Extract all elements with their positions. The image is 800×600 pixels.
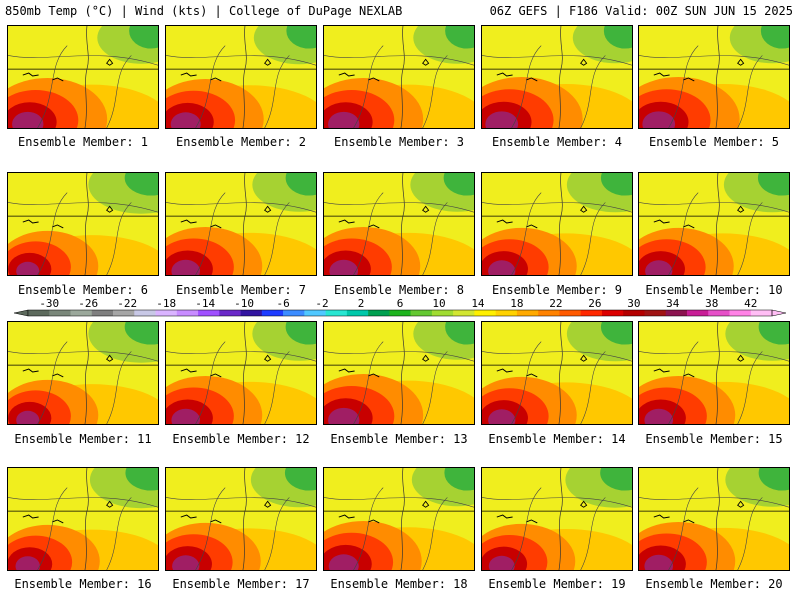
- colorbar-segment: [644, 310, 667, 316]
- colorbar-segment: [304, 310, 326, 316]
- colorbar-segment: [91, 310, 114, 316]
- map-panel-member-4: [481, 25, 633, 129]
- header-right-title: 06Z GEFS | F186 Valid: 00Z SUN JUN 15 20…: [489, 4, 793, 18]
- member-label-12: Ensemble Member: 12: [172, 432, 310, 446]
- member-label-1: Ensemble Member: 1: [17, 135, 149, 149]
- map-panel-member-18: [323, 467, 475, 571]
- colorbar-tick-label: 38: [705, 297, 718, 310]
- map-panel-member-14: [481, 321, 633, 425]
- colorbar-tick-label: -18: [156, 297, 176, 310]
- member-label-7: Ensemble Member: 7: [175, 283, 307, 297]
- colorbar-segment: [623, 310, 645, 316]
- colorbar-segment: [28, 310, 50, 316]
- colorbar-tick-label: -14: [195, 297, 215, 310]
- colorbar-tick-label: -22: [117, 297, 137, 310]
- colorbar-left-arrow: [14, 309, 29, 317]
- colorbar-segment: [219, 310, 241, 316]
- member-label-15: Ensemble Member: 15: [645, 432, 783, 446]
- colorbar-tick-label: 30: [627, 297, 640, 310]
- map-panel-member-3: [323, 25, 475, 129]
- colorbar-tick-label: -26: [78, 297, 98, 310]
- colorbar-tick-label: 22: [549, 297, 562, 310]
- member-label-4: Ensemble Member: 4: [491, 135, 623, 149]
- member-label-17: Ensemble Member: 17: [172, 577, 310, 591]
- colorbar-segment: [559, 310, 581, 316]
- colorbar-segment: [240, 310, 263, 316]
- colorbar-tick-label: -10: [234, 297, 254, 310]
- map-panel-member-20: [638, 467, 790, 571]
- colorbar-segment: [113, 310, 135, 316]
- colorbar-segment: [686, 310, 709, 316]
- colorbar-right-arrow: [771, 309, 786, 317]
- colorbar-segment: [729, 310, 752, 316]
- map-panel-member-1: [7, 25, 159, 129]
- colorbar-segment: [176, 310, 199, 316]
- map-panel-member-10: [638, 172, 790, 276]
- colorbar-tick-label: -6: [276, 297, 289, 310]
- map-panel-member-9: [481, 172, 633, 276]
- colorbar-segment: [261, 310, 284, 316]
- map-panel-member-7: [165, 172, 317, 276]
- map-panel-member-6: [7, 172, 159, 276]
- map-panel-member-16: [7, 467, 159, 571]
- map-panel-member-19: [481, 467, 633, 571]
- colorbar-segment: [750, 310, 773, 316]
- colorbar-tick-label: -30: [39, 297, 59, 310]
- map-panel-member-12: [165, 321, 317, 425]
- colorbar-segment: [346, 310, 369, 316]
- colorbar-segment: [389, 310, 411, 316]
- colorbar-segment: [368, 310, 390, 316]
- member-label-3: Ensemble Member: 3: [333, 135, 465, 149]
- colorbar-tick-label: 6: [397, 297, 404, 310]
- member-label-9: Ensemble Member: 9: [491, 283, 623, 297]
- member-label-18: Ensemble Member: 18: [330, 577, 468, 591]
- member-label-2: Ensemble Member: 2: [175, 135, 307, 149]
- header-left-title: 850mb Temp (°C) | Wind (kts) | College o…: [5, 4, 403, 18]
- map-panel-member-11: [7, 321, 159, 425]
- colorbar-segment: [134, 310, 156, 316]
- map-panel-member-17: [165, 467, 317, 571]
- map-panel-member-15: [638, 321, 790, 425]
- colorbar-tick-label: 26: [588, 297, 601, 310]
- member-label-8: Ensemble Member: 8: [333, 283, 465, 297]
- member-label-19: Ensemble Member: 19: [488, 577, 626, 591]
- colorbar-segment: [538, 310, 560, 316]
- temperature-colorbar: -30 -26 -22 -18 -14 -10 -6 -2 2 6 10 14 18 22 26 30 34 38…: [14, 297, 786, 317]
- colorbar-segment: [474, 310, 496, 316]
- map-panel-member-2: [165, 25, 317, 129]
- colorbar-segment: [410, 310, 433, 316]
- colorbar-segment: [49, 310, 71, 316]
- colorbar-segment: [665, 310, 688, 316]
- colorbar-segment: [198, 310, 220, 316]
- member-label-5: Ensemble Member: 5: [648, 135, 780, 149]
- map-panel-member-13: [323, 321, 475, 425]
- colorbar-tick-label: 34: [666, 297, 680, 310]
- colorbar-segment: [580, 310, 603, 316]
- colorbar-segment: [708, 310, 730, 316]
- colorbar-segment: [70, 310, 93, 316]
- colorbar-tick-label: 42: [744, 297, 757, 310]
- map-panel-member-5: [638, 25, 790, 129]
- map-panel-member-8: [323, 172, 475, 276]
- member-label-6: Ensemble Member: 6: [17, 283, 149, 297]
- colorbar-segment: [453, 310, 475, 316]
- colorbar-segment: [325, 310, 348, 316]
- member-label-11: Ensemble Member: 11: [14, 432, 152, 446]
- colorbar-segment: [601, 310, 624, 316]
- member-label-13: Ensemble Member: 13: [330, 432, 468, 446]
- member-label-20: Ensemble Member: 20: [645, 577, 783, 591]
- colorbar-segment: [283, 310, 305, 316]
- member-label-16: Ensemble Member: 16: [14, 577, 152, 591]
- colorbar-tick-label: 10: [432, 297, 445, 310]
- member-label-10: Ensemble Member: 10: [645, 283, 783, 297]
- colorbar-segment: [431, 310, 454, 316]
- colorbar-segment: [516, 310, 539, 316]
- member-label-14: Ensemble Member: 14: [488, 432, 626, 446]
- colorbar-segment: [495, 310, 518, 316]
- colorbar-tick-label: 18: [510, 297, 523, 310]
- colorbar-tick-label: 2: [358, 297, 365, 310]
- colorbar-tick-label: 14: [471, 297, 485, 310]
- colorbar-tick-label: -2: [315, 297, 328, 310]
- colorbar-segment: [155, 310, 178, 316]
